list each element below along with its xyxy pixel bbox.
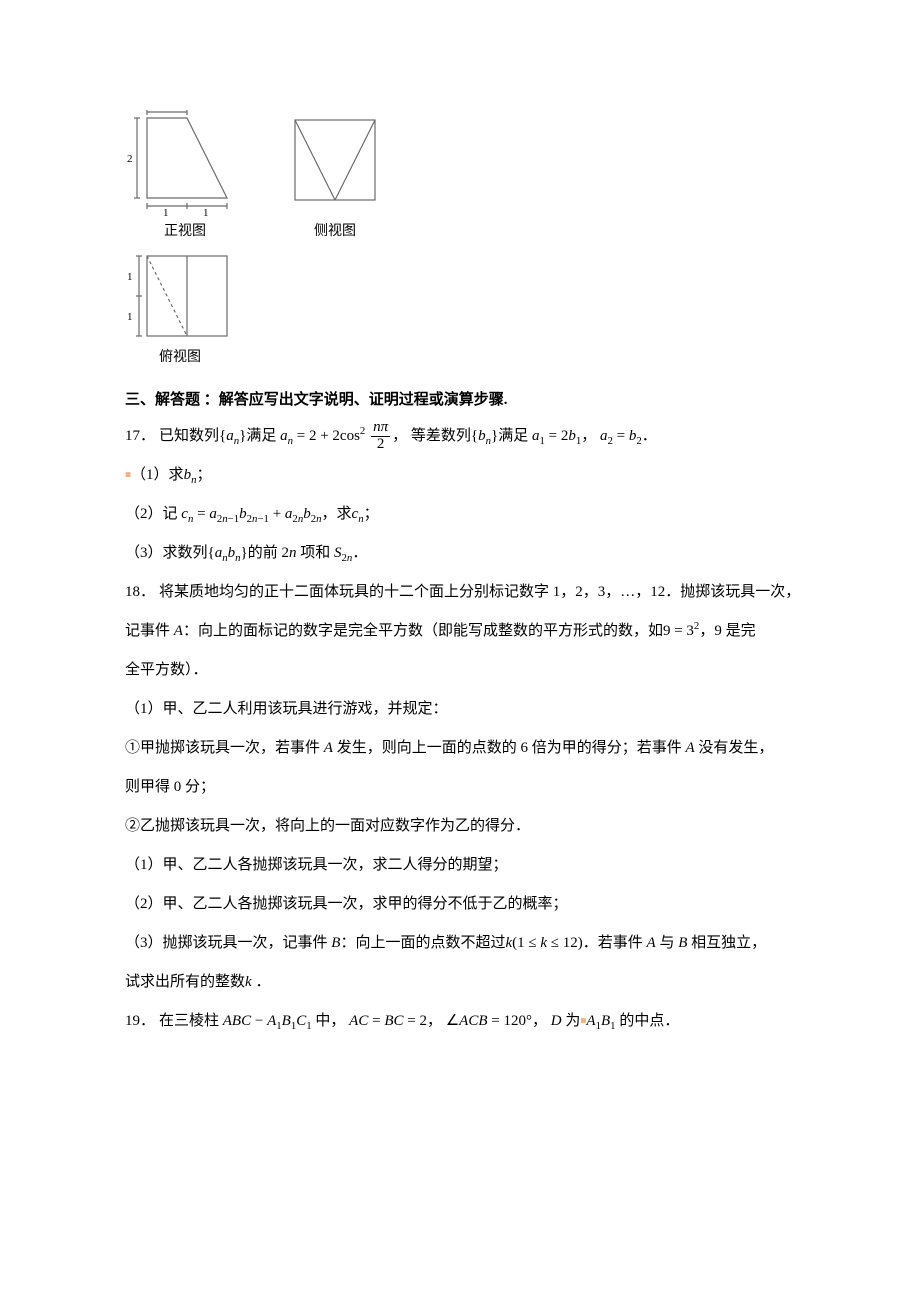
text: 试求出所有的整数 — [125, 974, 245, 990]
text: ， — [427, 1013, 442, 1029]
text: ． — [255, 974, 270, 990]
side-view-caption: 侧视图 — [314, 220, 356, 240]
text: ：向上一面的点数不超过 — [340, 935, 505, 951]
text: 发生，则向上一面的点数的 6 倍为甲的得分；若事件 — [337, 740, 682, 756]
q18-line-8: （1）甲、乙二人各抛掷该玩具一次，求二人得分的期望； — [125, 846, 810, 885]
q18-line-3: 全平方数）． — [125, 651, 810, 690]
text: ． — [352, 545, 367, 561]
text: 的中点． — [619, 1013, 679, 1029]
text: ，求 — [322, 506, 352, 522]
text: ． — [642, 428, 657, 444]
text: 满足 — [246, 428, 276, 444]
text: 的前 — [248, 545, 278, 561]
side-view: 侧视图 — [285, 110, 385, 240]
q18-line-10: （3）抛掷该玩具一次，记事件 B：向上一面的点数不超过k(1 ≤ k ≤ 12)… — [125, 924, 810, 963]
front-view-svg: 1 2 1 1 — [125, 110, 245, 218]
event-a: A — [174, 623, 183, 639]
text: 中， — [315, 1013, 345, 1029]
front-view-caption: 正视图 — [164, 220, 206, 240]
text: ， — [392, 428, 407, 444]
text: 相互独立， — [691, 935, 766, 951]
text: ， — [532, 1013, 547, 1029]
text: （3）求数列 — [125, 545, 208, 561]
dim-label: 1 — [165, 110, 171, 113]
text: ， — [581, 428, 596, 444]
text: 与 — [659, 935, 674, 951]
q18-line-5: ①甲抛掷该玩具一次，若事件 A 发生，则向上一面的点数的 6 倍为甲的得分；若事… — [125, 729, 810, 768]
dim-label: 1 — [203, 207, 209, 218]
q19-number: 19． — [125, 1002, 159, 1041]
text: ； — [364, 506, 379, 522]
text: ①甲抛掷该玩具一次，若事件 — [125, 740, 320, 756]
top-view: 1 1 俯视图 — [125, 250, 235, 366]
text: 等差数列 — [411, 428, 471, 444]
three-view-figure: 1 2 1 1 正视图 侧视图 — [125, 110, 385, 376]
q17-number: 17． — [125, 417, 159, 456]
text: （1）求 — [131, 467, 184, 483]
text: 将某质地均匀的正十二面体玩具的十二个面上分别标记数字 1，2，3，…，12．抛掷… — [159, 584, 800, 600]
q18-line-2: 记事件 A：向上的面标记的数字是完全平方数（即能写成整数的平方形式的数，如9 =… — [125, 612, 810, 651]
text: 在三棱柱 — [159, 1013, 219, 1029]
q18-line-1: 18．将某质地均匀的正十二面体玩具的十二个面上分别标记数字 1，2，3，…，12… — [125, 573, 810, 612]
q17-part-3: （3）求数列{anbn}的前 2n 项和 S2n． — [125, 534, 810, 573]
q17-line-1: 17．已知数列{an}满足 an = 2 + 2cos2 nπ2， 等差数列{b… — [125, 417, 810, 456]
top-view-caption: 俯视图 — [159, 346, 201, 366]
dim-label: 2 — [127, 153, 133, 165]
q18-line-9: （2）甲、乙二人各抛掷该玩具一次，求甲的得分不低于乙的概率； — [125, 885, 810, 924]
top-view-svg: 1 1 — [125, 250, 235, 344]
text: （3）抛掷该玩具一次，记事件 — [125, 935, 328, 951]
section-3-heading: 三、解答题 ：解答应写出文字说明、证明过程或演算步骤. — [125, 388, 810, 409]
q19-line-1: 19．在三棱柱 ABC − A1B1C1 中， AC = BC = 2， ∠AC… — [125, 1002, 810, 1041]
dim-label: 1 — [127, 311, 133, 323]
text: （2）记 — [125, 506, 178, 522]
text: 没有发生， — [698, 740, 773, 756]
q18-line-11: 试求出所有的整数k ． — [125, 963, 810, 1002]
text: 记事件 — [125, 623, 170, 639]
dim-label: 1 — [163, 207, 169, 218]
text: 已知数列 — [159, 428, 219, 444]
text: ：向上的面标记的数字是完全平方数（即能写成整数的平方形式的数，如 — [183, 623, 663, 639]
q17-part-1: ■（1）求bn； — [125, 456, 810, 495]
q17-part-2: （2）记 cn = a2n−1b2n−1 + a2nb2n，求cn； — [125, 495, 810, 534]
text: ； — [196, 467, 211, 483]
text: ，9 是完 — [699, 623, 755, 639]
q18-line-4: （1）甲、乙二人利用该玩具进行游戏，并规定： — [125, 690, 810, 729]
front-view: 1 2 1 1 正视图 — [125, 110, 245, 240]
q18-line-7: ②乙抛掷该玩具一次，将向上的一面对应数字作为乙的得分． — [125, 807, 810, 846]
dim-label: 1 — [127, 271, 133, 283]
text: 为 — [565, 1013, 580, 1029]
q18-line-6: 则甲得 0 分； — [125, 768, 810, 807]
side-view-svg — [285, 110, 385, 218]
text: 满足 — [498, 428, 528, 444]
text: 项和 — [300, 545, 330, 561]
q18-number: 18． — [125, 573, 159, 612]
text: ．若事件 — [583, 935, 643, 951]
